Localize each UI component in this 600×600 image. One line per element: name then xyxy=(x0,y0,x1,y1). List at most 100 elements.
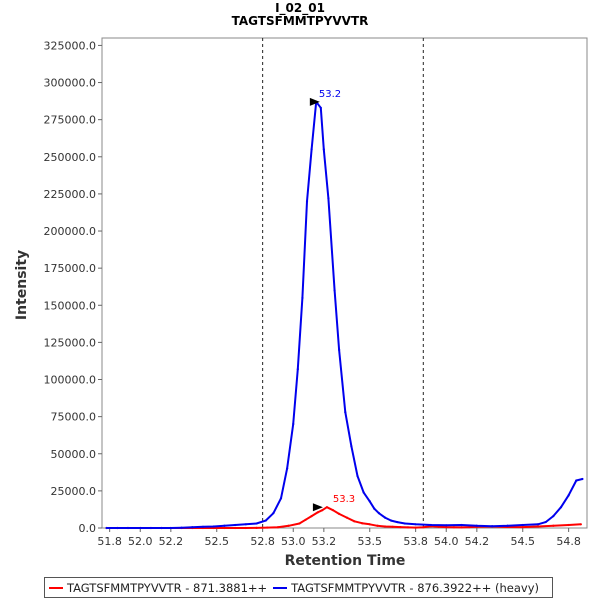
data-point xyxy=(399,526,402,529)
data-point xyxy=(234,526,237,530)
data-point xyxy=(567,494,570,497)
y-tick-label: 75000.0 xyxy=(51,411,97,424)
data-point xyxy=(305,200,309,203)
data-point xyxy=(276,526,280,529)
x-tick-label: 52.2 xyxy=(159,535,184,548)
data-point xyxy=(310,515,313,518)
x-tick-label: 53.5 xyxy=(357,535,382,548)
data-point xyxy=(310,148,313,151)
data-point xyxy=(244,523,247,526)
data-point xyxy=(223,524,226,527)
data-point xyxy=(360,522,364,525)
chart-title: I_02_01 xyxy=(275,1,325,16)
data-point xyxy=(581,477,584,481)
data-point xyxy=(552,515,555,518)
x-tick-label: 52.0 xyxy=(128,535,153,548)
data-point xyxy=(296,368,299,371)
data-point xyxy=(319,106,322,109)
series-line-1 xyxy=(106,100,583,529)
peak-label: 53.2 xyxy=(319,89,341,100)
data-point xyxy=(460,526,463,529)
data-point xyxy=(429,523,433,527)
data-point xyxy=(149,526,153,530)
y-tick-label: 225000.0 xyxy=(44,188,97,201)
peak-marker-arrow xyxy=(312,503,323,512)
y-tick-label: 100000.0 xyxy=(44,374,97,387)
data-point xyxy=(338,348,341,351)
data-point xyxy=(396,520,399,524)
data-point xyxy=(422,526,425,529)
data-point xyxy=(383,516,387,519)
data-point xyxy=(350,445,353,448)
data-point xyxy=(160,526,163,530)
data-point xyxy=(452,526,455,529)
data-point xyxy=(353,520,356,523)
y-tick-label: 25000.0 xyxy=(51,485,97,498)
data-point xyxy=(544,520,547,524)
integration-boundaries xyxy=(262,38,424,528)
data-point xyxy=(139,526,142,530)
data-point xyxy=(327,197,330,200)
y-tick-label: 150000.0 xyxy=(44,299,97,312)
data-point xyxy=(491,525,494,528)
data-point xyxy=(223,526,226,530)
y-tick-label: 175000.0 xyxy=(44,262,97,275)
x-tick-label: 53.2 xyxy=(312,535,337,548)
data-point xyxy=(264,519,267,522)
y-tick-label: 300000.0 xyxy=(44,77,97,90)
data-point xyxy=(559,506,563,509)
data-point xyxy=(266,526,269,529)
data-point xyxy=(445,524,448,527)
x-tick-label: 54.5 xyxy=(510,535,535,548)
data-point xyxy=(362,491,365,494)
data-point xyxy=(316,511,319,514)
data-point xyxy=(255,526,258,529)
y-tick-label: 325000.0 xyxy=(44,39,97,52)
y-tick-label: 275000.0 xyxy=(44,114,97,127)
y-tick-label: 250000.0 xyxy=(44,151,97,164)
plot-area xyxy=(101,37,588,529)
y-tick-label: 0.0 xyxy=(79,522,97,535)
x-tick-label: 53.0 xyxy=(281,535,306,548)
y-tick-label: 125000.0 xyxy=(44,336,97,349)
legend-item-light: TAGTSFMMTPYVVTR - 871.3881++ xyxy=(49,581,267,595)
data-point xyxy=(536,525,540,528)
data-point xyxy=(373,507,376,510)
data-point xyxy=(244,526,247,530)
data-point xyxy=(344,411,347,414)
data-point xyxy=(579,523,582,526)
data-point xyxy=(191,526,194,529)
data-point xyxy=(368,500,371,503)
legend-label: TAGTSFMMTPYVVTR - 871.3881++ xyxy=(67,580,268,595)
data-point xyxy=(298,522,301,525)
x-axis-label: Retention Time xyxy=(285,553,406,569)
data-point xyxy=(255,522,258,525)
data-point xyxy=(356,474,359,478)
data-point xyxy=(116,526,119,530)
x-tick-label: 54.0 xyxy=(434,535,459,548)
data-point xyxy=(567,523,570,527)
chart-legend: TAGTSFMMTPYVVTR - 871.3881++ TAGTSFMMTPY… xyxy=(44,577,553,598)
data-point xyxy=(212,525,215,528)
x-tick-label: 51.8 xyxy=(97,535,122,548)
peak-marker-arrow xyxy=(309,97,320,106)
series-layer xyxy=(105,100,584,530)
data-point xyxy=(475,524,478,527)
data-point xyxy=(286,467,289,470)
peak-label: 53.3 xyxy=(333,494,355,505)
data-point xyxy=(292,422,295,426)
legend-item-heavy: TAGTSFMMTPYVVTR - 876.3922++ (heavy) xyxy=(273,581,539,595)
x-tick-label: 53.8 xyxy=(403,535,428,548)
data-point xyxy=(414,523,417,526)
data-point xyxy=(552,524,555,527)
data-point xyxy=(201,525,205,528)
data-point xyxy=(403,522,407,525)
chart-subtitle: TAGTSFMMTPYVVTR xyxy=(232,14,369,28)
peak-annotations: 53.3 53.2 xyxy=(309,89,355,512)
x-tick-label: 52.8 xyxy=(250,535,275,548)
data-point xyxy=(338,512,341,515)
data-point xyxy=(333,289,336,292)
data-point xyxy=(180,526,183,529)
data-point xyxy=(345,516,348,519)
